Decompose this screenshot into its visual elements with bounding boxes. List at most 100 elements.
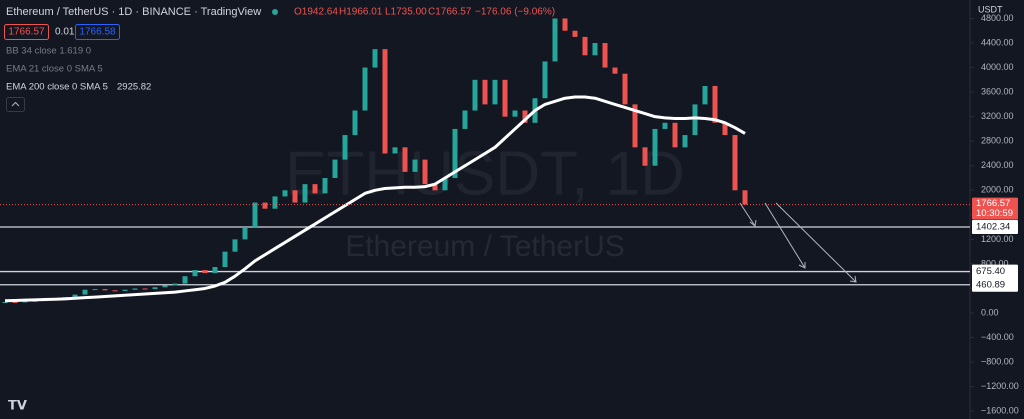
candle: [22, 301, 28, 303]
last-price-label: 1766.57: [976, 198, 1010, 209]
ema-line: [4, 95, 746, 303]
candle: [462, 110, 468, 129]
candle: [502, 79, 508, 117]
candle: [362, 67, 368, 111]
candle: [82, 289, 88, 295]
candle: [722, 122, 728, 136]
tv-logo[interactable]: 𝗧𝗩: [8, 397, 27, 412]
candle: [642, 147, 648, 166]
candle: [142, 288, 148, 290]
candle: [332, 159, 338, 179]
candle: [632, 104, 638, 148]
level-label: 675.40: [976, 266, 1005, 277]
spread: 0.01: [55, 27, 75, 38]
ohlc-open: O1942.64: [294, 7, 338, 18]
level-tag: [972, 219, 1018, 234]
chart-title: Ethereum / TetherUS · 1D · BINANCE · Tra…: [6, 6, 261, 18]
candle: [12, 301, 18, 303]
candle: [322, 178, 328, 194]
candle: [442, 178, 448, 191]
indicator-label[interactable]: EMA 21 close 0 SMA 5: [6, 64, 103, 75]
candle: [582, 36, 588, 56]
indicator-label[interactable]: BB 34 close 1.619 0: [6, 46, 91, 57]
candle: [662, 122, 668, 129]
candle: [422, 159, 428, 185]
arrow: [764, 202, 806, 269]
candle: [2, 301, 8, 303]
status-dot: [272, 9, 278, 15]
candle: [132, 288, 138, 290]
candle: [732, 135, 738, 191]
y-tick-label: 2000.00: [981, 185, 1014, 195]
candle: [352, 110, 358, 136]
ohlc-high: H1966.01: [339, 7, 383, 18]
candle: [262, 202, 268, 209]
ohlc-change: −176.06 (−9.06%): [475, 7, 555, 18]
y-tick-label: 4800.00: [981, 13, 1014, 23]
arrow: [775, 202, 857, 283]
candle: [192, 270, 198, 277]
candle: [602, 43, 608, 68]
candle: [172, 283, 178, 286]
candle: [552, 18, 558, 62]
sell-price[interactable]: 1766.57: [8, 27, 45, 38]
collapse-icon: [11, 101, 20, 107]
projection-arrows: [739, 202, 857, 283]
y-tick-label: 4000.00: [981, 62, 1014, 72]
ohlc-low: L1735.00: [385, 7, 427, 18]
candle: [302, 184, 308, 203]
sell-box[interactable]: [4, 24, 49, 40]
candle: [622, 73, 628, 105]
candle: [312, 184, 318, 194]
candle: [282, 190, 288, 197]
y-tick-label: 3600.00: [981, 86, 1014, 96]
candle: [522, 110, 528, 123]
y-tick-label: 3200.00: [981, 111, 1014, 121]
y-tick-label: −1200.00: [981, 381, 1019, 391]
y-tick-label: 0.00: [981, 307, 999, 317]
collapse-button[interactable]: [6, 97, 25, 112]
candle: [242, 227, 248, 240]
candle: [112, 290, 118, 292]
candle: [252, 202, 258, 228]
level-label: 1402.34: [976, 221, 1010, 232]
candle: [482, 79, 488, 105]
level-tag: [972, 277, 1018, 292]
level-label: 460.89: [976, 279, 1005, 290]
candle: [392, 147, 398, 154]
arrow: [739, 202, 757, 227]
candle: [612, 67, 618, 74]
y-tick-label: −400.00: [981, 332, 1014, 342]
currency-label[interactable]: USDT: [978, 4, 1003, 14]
y-tick-label: 800.00: [981, 258, 1009, 268]
buy-box[interactable]: [75, 24, 120, 40]
indicator-label[interactable]: EMA 200 close 0 SMA 5: [6, 82, 108, 93]
candle: [102, 289, 108, 291]
candle: [692, 104, 698, 136]
candle: [342, 135, 348, 160]
last-price-tag: [972, 197, 1018, 220]
candle: [672, 122, 678, 148]
candle: [272, 196, 278, 209]
y-tick-label: 2800.00: [981, 136, 1014, 146]
candle: [652, 128, 658, 166]
candle: [92, 289, 98, 291]
y-tick-label: 1200.00: [981, 234, 1014, 244]
candle: [452, 128, 458, 179]
candle: [232, 239, 238, 252]
buy-price[interactable]: 1766.58: [79, 27, 116, 38]
candle: [512, 110, 518, 117]
candle: [162, 285, 168, 288]
indicator-value: 2925.82: [117, 82, 151, 93]
candle: [472, 79, 478, 111]
candle: [712, 85, 718, 123]
candle: [292, 190, 298, 203]
candle: [202, 270, 208, 274]
plot: [0, 18, 970, 303]
candle: [402, 147, 408, 172]
candle: [682, 135, 688, 148]
countdown-label: 10:30:59: [976, 208, 1013, 219]
candle: [122, 289, 128, 291]
